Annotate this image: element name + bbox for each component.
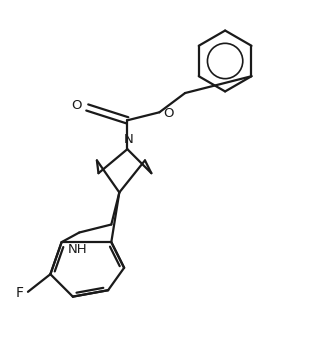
Text: O: O [163,107,174,120]
Text: F: F [16,286,24,301]
Text: N: N [124,133,134,146]
Text: O: O [71,99,81,113]
Text: NH: NH [68,243,88,256]
